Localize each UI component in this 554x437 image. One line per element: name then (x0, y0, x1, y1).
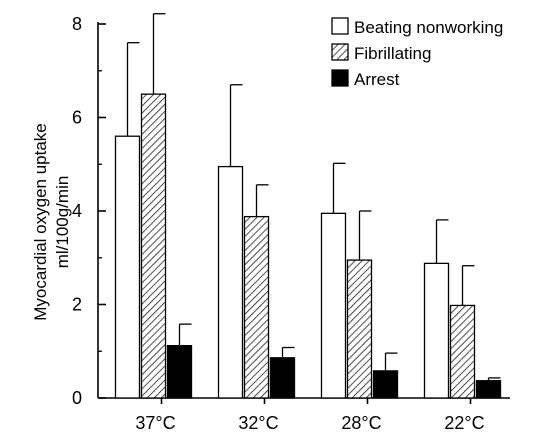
bar (449, 304, 476, 399)
bar (269, 357, 296, 399)
y-axis-label-line1: Myocardial oxygen uptake (31, 123, 50, 321)
x-tick-label: 28°C (341, 413, 381, 433)
legend: Beating nonworking Fibrillating Arrest (331, 17, 503, 89)
bar (217, 165, 244, 399)
bar (475, 380, 502, 399)
y-axis-label-line2: ml/100g/min (53, 176, 72, 269)
y-tick-label: 4 (72, 201, 82, 221)
legend-label: Fibrillating (354, 44, 431, 63)
y-tick-label: 2 (72, 295, 82, 315)
bar (114, 135, 141, 399)
bar (372, 370, 399, 399)
legend-swatch (331, 43, 349, 61)
x-tick-label: 37°C (135, 413, 175, 433)
x-tick-label: 22°C (444, 413, 484, 433)
legend-label: Beating nonworking (354, 18, 503, 37)
legend-label: Arrest (354, 70, 400, 89)
bar (346, 259, 373, 399)
bar (423, 262, 450, 399)
bar (166, 344, 193, 399)
x-tick-label: 32°C (238, 413, 278, 433)
bar (140, 93, 167, 399)
bars (114, 13, 502, 399)
y-tick-label: 6 (72, 108, 82, 128)
bar (243, 215, 270, 399)
legend-swatch (331, 69, 349, 87)
axes: 0 2 4 6 8 37°C 32°C 28°C 22°C (72, 14, 510, 433)
y-tick-label: 8 (72, 14, 82, 34)
legend-swatch (331, 17, 349, 35)
y-tick-label: 0 (72, 388, 82, 408)
bar (320, 212, 347, 399)
